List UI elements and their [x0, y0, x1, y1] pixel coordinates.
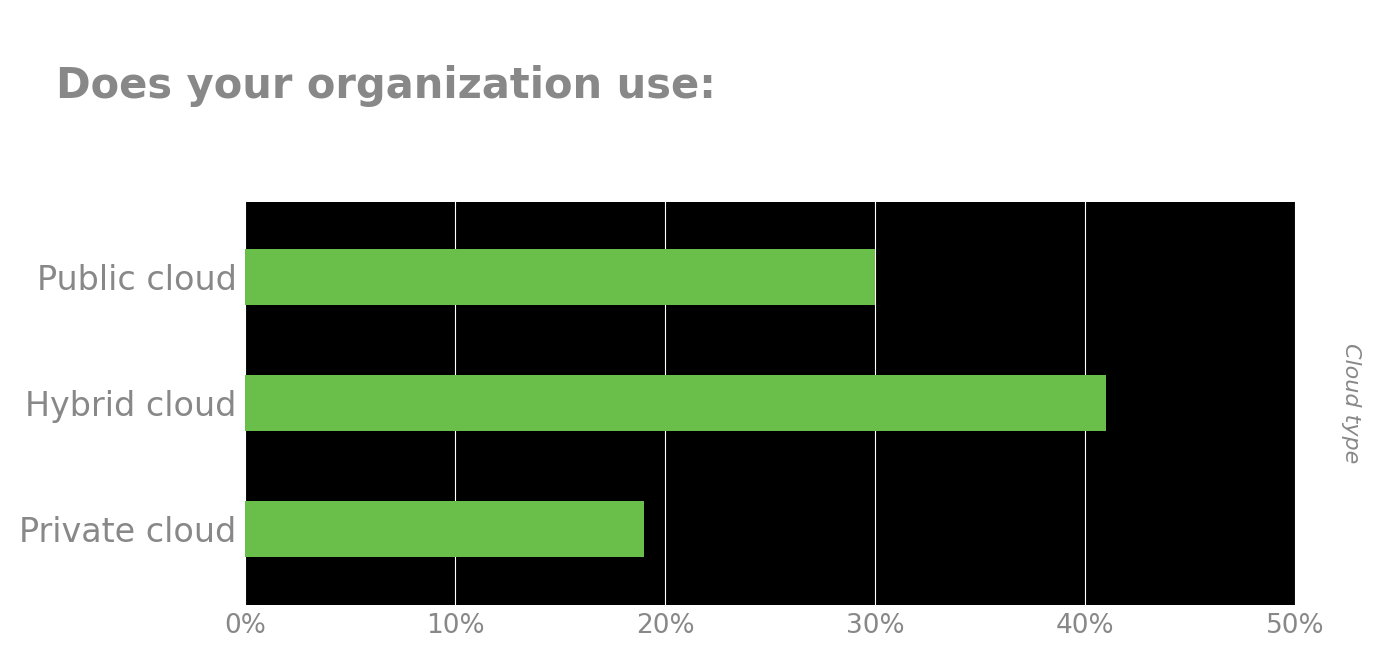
Text: Cloud type: Cloud type	[1341, 343, 1361, 463]
Bar	[245, 500, 644, 557]
Bar	[245, 249, 875, 306]
Text: Does your organization use:: Does your organization use:	[56, 65, 715, 107]
Bar	[245, 374, 1106, 432]
